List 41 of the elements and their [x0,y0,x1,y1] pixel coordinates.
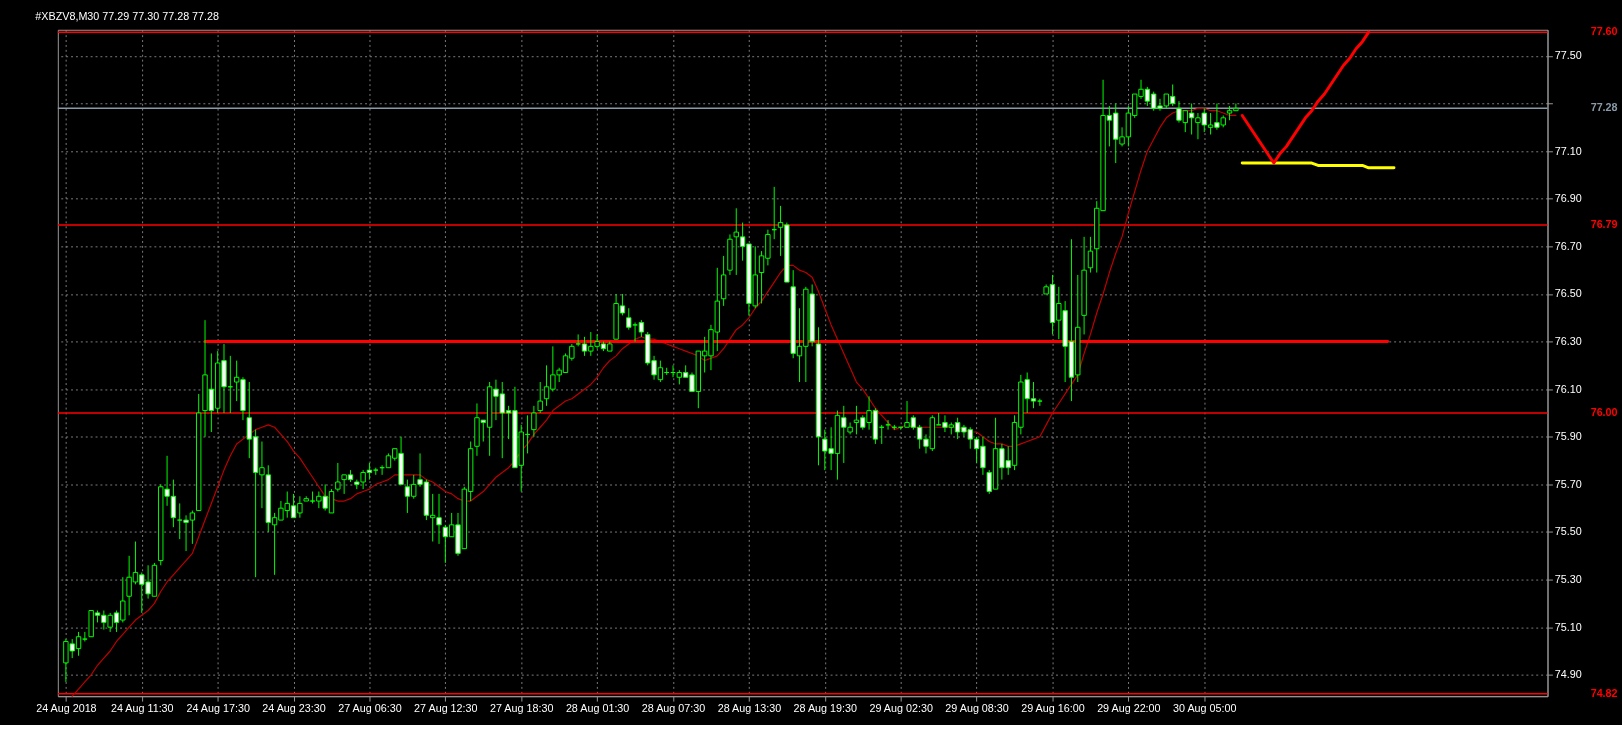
x-tick-label: 27 Aug 18:30 [489,702,554,715]
y-tick-label: 76.30 [1554,335,1582,347]
x-tick-label: 24 Aug 11:30 [110,702,174,715]
x-tick-label: 28 Aug 01:30 [565,702,630,715]
candlestick [1087,236,1094,274]
y-tick-label: 76.70 [1554,239,1582,252]
y-tick-label: 75.10 [1554,620,1582,633]
y-tick-label: 75.70 [1554,477,1582,490]
line-series [71,107,1237,697]
y-tick-label: 76.10 [1554,382,1582,395]
x-tick-label: 29 Aug 02:30 [869,702,933,715]
x-tick-label: 29 Aug 16:00 [1021,702,1085,715]
ref-line-label: 76.79 [1590,217,1618,230]
x-tick-label: 28 Aug 07:30 [641,702,706,715]
candlestick [335,462,341,493]
x-tick-label: 24 Aug 2018 [36,702,97,715]
x-tick-label: 28 Aug 13:30 [717,702,782,715]
ref-line-label: 77.28 [1590,101,1618,114]
y-tick-label: 77.50 [1554,49,1582,62]
ref-line-label: 76.00 [1590,405,1618,418]
y-tick-label: 75.50 [1554,525,1582,538]
x-tick-label: 24 Aug 23:30 [262,702,326,715]
x-tick-label: 29 Aug 08:30 [945,702,1009,715]
x-tick-label: 24 Aug 17:30 [186,702,250,715]
y-tick-label: 76.50 [1554,287,1582,300]
x-tick-label: 30 Aug 05:00 [1173,702,1237,715]
y-tick-label: 75.90 [1554,430,1582,443]
y-tick-label: 77.10 [1554,144,1582,157]
candlestick [531,405,537,438]
x-tick-label: 28 Aug 19:30 [793,702,858,715]
x-tick-label: 27 Aug 06:30 [338,702,402,715]
candlestick [537,381,543,414]
y-tick-label: 76.90 [1554,192,1582,205]
x-tick-label: 29 Aug 22:00 [1097,702,1161,715]
ref-line-label: 74.82 [1590,686,1618,699]
candlestick [720,255,727,307]
y-tick-label: 75.30 [1554,573,1582,586]
y-tick-label: 74.90 [1554,668,1582,681]
x-tick-label: 27 Aug 12:30 [414,702,478,715]
ref-line-label: 77.60 [1590,25,1618,38]
chart-title: #XBZV8,M30 77.29 77.30 77.28 77.28 [35,10,220,23]
